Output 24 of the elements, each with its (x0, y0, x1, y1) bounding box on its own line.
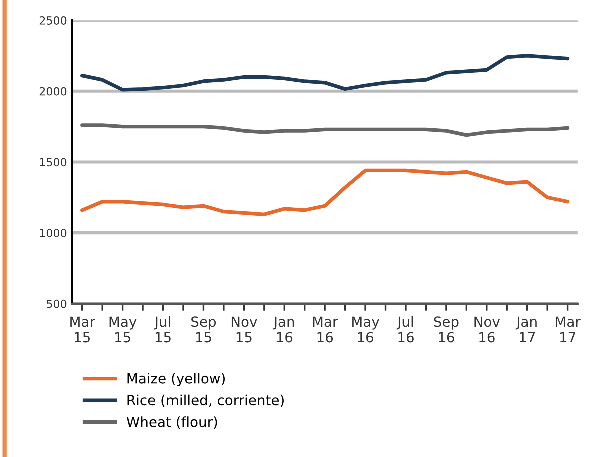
x-tick-label: Mar 16 (313, 316, 338, 343)
legend-label: Wheat (flour) (126, 416, 218, 430)
line-series (80, 168, 570, 216)
x-tick-label: May 15 (110, 316, 137, 343)
line-series (80, 54, 570, 92)
y-tick-label: 2500 (40, 16, 67, 25)
x-tick-label: Jul 16 (396, 316, 414, 343)
x-tick-label: Mar 15 (70, 316, 96, 343)
y-tick-label: 500 (47, 300, 67, 308)
x-tick-label: Jan 17 (516, 316, 537, 343)
x-tick-label: May 16 (352, 316, 380, 343)
y-tick-label: 2000 (40, 87, 67, 96)
x-tick-label: Jul 15 (154, 316, 171, 343)
x-tick-label: Jan 16 (273, 316, 294, 343)
legend-label: Rice (milled, corriente) (128, 394, 284, 408)
x-tick-label: Sep 16 (434, 316, 459, 343)
legend-label: Maize (yellow) (128, 373, 225, 387)
y-tick-label: 1000 (40, 229, 67, 238)
line-series (80, 124, 570, 138)
x-tick-label: Sep 15 (192, 316, 216, 343)
x-tick-label: Mar 17 (556, 316, 581, 343)
y-tick-label: 1500 (40, 158, 67, 167)
x-tick-label: Nov 15 (232, 316, 258, 343)
x-tick-label: Nov 16 (474, 316, 500, 343)
